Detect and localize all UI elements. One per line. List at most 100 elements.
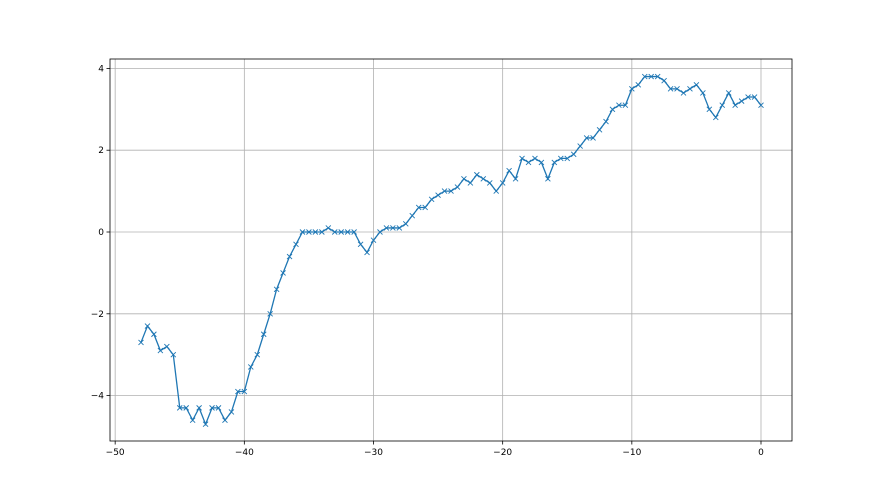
marker-stroke xyxy=(674,86,680,92)
marker-stroke xyxy=(306,229,312,235)
data-point xyxy=(687,86,693,92)
data-point xyxy=(738,98,745,104)
marker-stroke xyxy=(176,405,183,411)
marker-stroke xyxy=(273,286,280,293)
marker-stroke xyxy=(215,405,222,411)
x-tick-label: −30 xyxy=(364,448,383,458)
marker-stroke xyxy=(390,225,396,231)
data-point xyxy=(609,106,616,113)
data-point xyxy=(654,73,661,80)
data-point xyxy=(661,77,667,84)
data-point xyxy=(254,351,261,358)
data-point xyxy=(299,229,306,235)
marker-stroke xyxy=(616,102,622,109)
data-point xyxy=(280,270,286,276)
marker-stroke xyxy=(629,86,635,92)
data-point xyxy=(312,229,319,235)
marker-stroke xyxy=(364,249,370,256)
data-point xyxy=(583,135,590,141)
marker-stroke xyxy=(338,229,345,235)
y-tick-label: −4 xyxy=(91,392,105,402)
marker-stroke xyxy=(164,343,170,350)
marker-stroke xyxy=(583,135,590,141)
data-point xyxy=(273,286,280,293)
marker-stroke xyxy=(183,405,190,411)
marker-stroke xyxy=(331,229,338,235)
data-point xyxy=(616,102,622,109)
marker-stroke xyxy=(241,388,248,395)
data-point xyxy=(719,102,726,109)
data-point xyxy=(635,81,642,88)
marker-stroke xyxy=(157,347,164,354)
marker-stroke xyxy=(222,417,228,423)
data-point xyxy=(183,405,190,411)
y-tick-label: 0 xyxy=(98,228,104,238)
marker-stroke xyxy=(758,102,764,109)
marker-stroke xyxy=(635,81,642,88)
marker-stroke xyxy=(661,77,667,84)
data-point xyxy=(596,126,603,133)
marker-stroke xyxy=(700,90,706,96)
marker-stroke xyxy=(577,143,583,149)
marker-stroke xyxy=(474,171,480,178)
marker-stroke xyxy=(538,159,545,166)
marker-stroke xyxy=(712,114,719,121)
marker-stroke xyxy=(428,196,435,203)
marker-stroke xyxy=(687,86,693,92)
data-point xyxy=(512,176,519,182)
marker-stroke xyxy=(506,167,512,174)
data-point xyxy=(732,102,738,109)
marker-stroke xyxy=(377,229,383,235)
marker-stroke xyxy=(402,221,409,227)
data-point xyxy=(151,331,157,338)
data-point xyxy=(467,180,474,186)
marker-stroke xyxy=(409,212,416,219)
data-point xyxy=(706,106,713,113)
data-point xyxy=(519,155,525,162)
marker-stroke xyxy=(196,405,202,411)
marker-stroke xyxy=(706,106,713,113)
marker-stroke xyxy=(732,102,738,109)
data-point xyxy=(176,405,183,411)
data-point xyxy=(493,188,500,194)
marker-stroke xyxy=(228,409,235,415)
marker-stroke xyxy=(545,176,551,182)
x-tick-label: −40 xyxy=(235,448,254,458)
marker-stroke xyxy=(654,73,661,80)
data-point xyxy=(680,90,687,96)
data-point xyxy=(435,192,441,199)
marker-stroke xyxy=(344,229,351,235)
marker-stroke xyxy=(564,155,571,162)
data-point xyxy=(641,73,648,80)
marker-stroke xyxy=(680,90,687,96)
marker-stroke xyxy=(486,180,493,186)
data-point xyxy=(454,184,461,190)
y-tick-label: 4 xyxy=(98,64,104,74)
marker-stroke xyxy=(622,102,629,109)
data-point xyxy=(344,229,351,235)
data-point xyxy=(570,151,577,158)
data-point xyxy=(260,331,267,338)
x-tick-label: −20 xyxy=(493,448,512,458)
data-point xyxy=(448,188,454,194)
data-point xyxy=(157,347,164,354)
data-point xyxy=(441,188,448,194)
data-point xyxy=(293,241,299,248)
marker-stroke xyxy=(693,81,700,88)
plot-frame xyxy=(109,58,793,442)
marker-stroke xyxy=(467,180,474,186)
data-point xyxy=(196,405,202,411)
marker-stroke xyxy=(454,184,461,190)
data-point xyxy=(383,225,390,231)
marker-stroke xyxy=(738,98,745,104)
data-point xyxy=(189,417,196,423)
data-point xyxy=(564,155,571,162)
marker-stroke xyxy=(396,225,403,231)
data-point xyxy=(629,86,635,92)
grid xyxy=(110,59,792,441)
marker-stroke xyxy=(383,225,390,231)
data-point xyxy=(590,135,596,141)
marker-stroke xyxy=(144,323,151,329)
marker-stroke xyxy=(280,270,286,276)
